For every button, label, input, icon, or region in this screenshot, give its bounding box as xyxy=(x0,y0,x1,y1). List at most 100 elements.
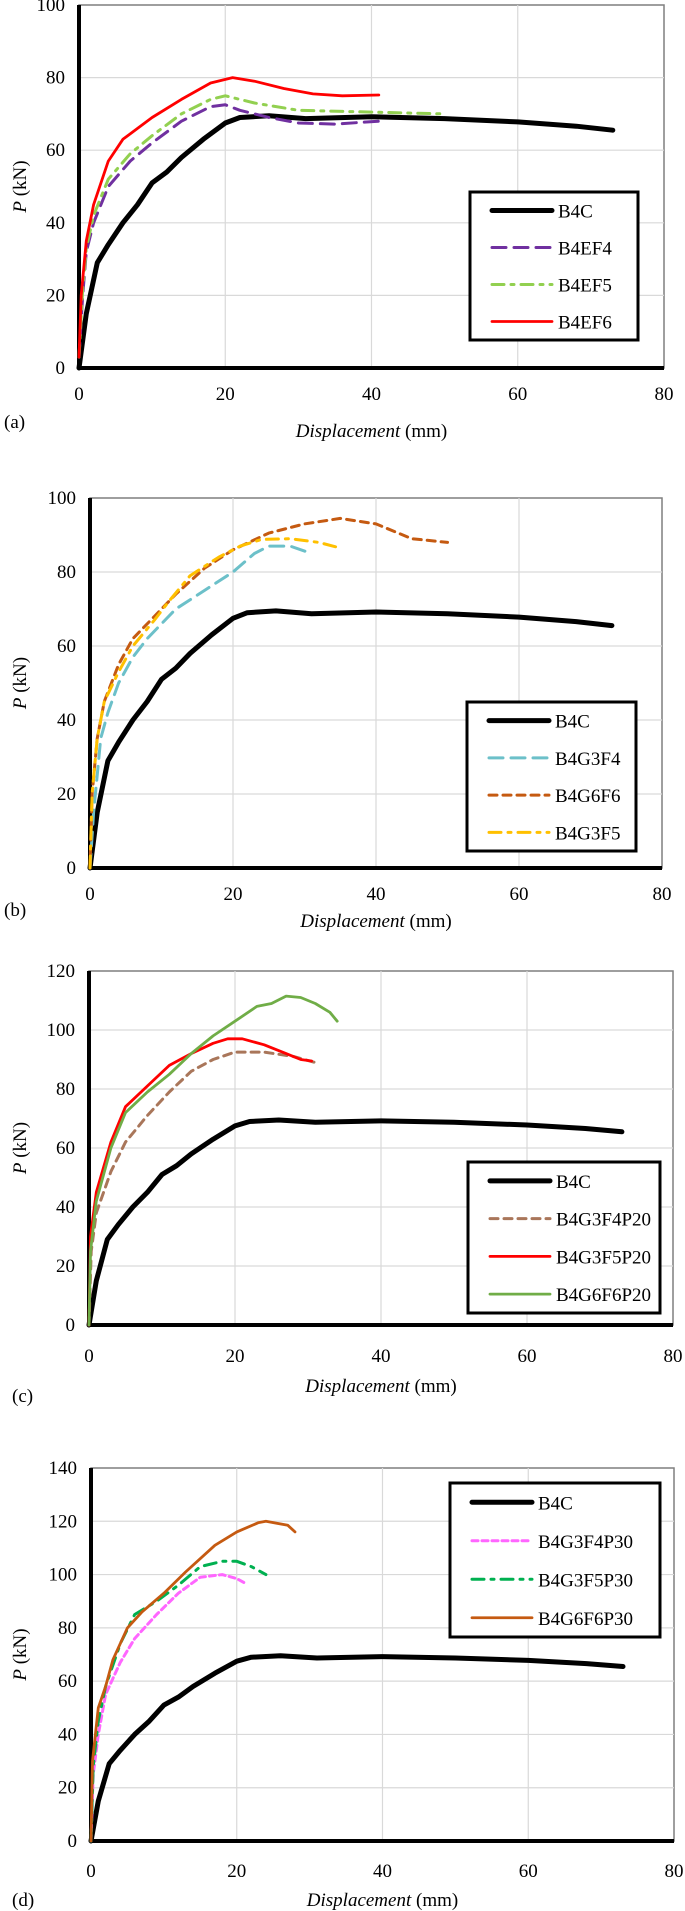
y-tick-label: 40 xyxy=(58,1724,77,1745)
legend-label: B4G3F4 xyxy=(555,749,621,770)
x-tick-label: 60 xyxy=(518,1346,537,1367)
legend-label: B4G6F6 xyxy=(555,786,620,807)
y-tick-label: 120 xyxy=(47,961,76,982)
legend-label: B4G6F6P20 xyxy=(556,1285,651,1306)
y-tick-label: 20 xyxy=(46,285,65,306)
x-axis-label: Displacement (mm) xyxy=(304,1376,456,1397)
y-tick-label: 80 xyxy=(58,1618,77,1639)
y-axis-label-unit: (kN) xyxy=(10,160,31,201)
legend-box xyxy=(448,1481,662,1639)
x-tick-label: 80 xyxy=(664,1346,683,1367)
y-tick-label: 140 xyxy=(49,1458,78,1479)
legend-label: B4G3F5 xyxy=(555,823,620,844)
x-tick-label: 20 xyxy=(227,1861,246,1882)
y-axis-label-unit: (kN) xyxy=(10,1122,31,1163)
x-tick-label: 20 xyxy=(226,1346,245,1367)
y-axis-label: P (kN) xyxy=(10,657,31,710)
x-tick-label: 40 xyxy=(367,884,386,905)
y-tick-label: 0 xyxy=(67,858,77,879)
series-line-b4c xyxy=(88,1653,626,1844)
y-tick-label: 40 xyxy=(46,213,65,234)
y-axis-label-name: P xyxy=(10,1669,31,1682)
y-axis-label-unit: (kN) xyxy=(10,1628,31,1669)
x-tick-label: 0 xyxy=(86,1861,96,1882)
y-tick-label: 60 xyxy=(56,1138,75,1159)
y-tick-label: 0 xyxy=(56,358,66,379)
panel-label: (c) xyxy=(12,1386,33,1407)
legend-label: B4C xyxy=(538,1493,573,1514)
chart-panel-b: 0 20 40 60 80 0 20 40 60 80 100 B4C B4G3F4 B4G6F6 B4G3… xyxy=(4,488,672,932)
y-tick-label: 40 xyxy=(57,710,76,731)
series-line-b4g3f4p30 xyxy=(89,1573,246,1843)
x-axis-label-name: Displacement xyxy=(295,421,401,442)
y-tick-label: 40 xyxy=(56,1197,75,1218)
y-tick-label: 80 xyxy=(46,68,65,89)
x-axis-label-name: Displacement xyxy=(306,1890,412,1911)
x-tick-label: 80 xyxy=(655,384,674,405)
y-axis-label: P (kN) xyxy=(10,1122,31,1175)
legend-box xyxy=(466,1160,662,1315)
panel-label: (a) xyxy=(4,412,25,433)
x-axis-label-unit: (mm) xyxy=(410,1376,457,1397)
y-axis-label-unit: (kN) xyxy=(10,657,31,698)
y-tick-label: 80 xyxy=(56,1079,75,1100)
x-tick-label: 80 xyxy=(653,884,672,905)
y-tick-label: 20 xyxy=(56,1256,75,1277)
x-tick-label: 0 xyxy=(85,884,95,905)
x-tick-label: 40 xyxy=(372,1346,391,1367)
x-tick-label: 40 xyxy=(373,1861,392,1882)
legend-box xyxy=(468,190,640,342)
legend-label: B4G3F5P20 xyxy=(556,1247,651,1268)
y-tick-label: 100 xyxy=(37,0,66,16)
legend-label: B4C xyxy=(555,712,590,733)
y-tick-label: 60 xyxy=(57,636,76,657)
series-line-b4g6f6p30 xyxy=(89,1519,297,1843)
x-tick-label: 80 xyxy=(665,1861,684,1882)
x-axis-label-unit: (mm) xyxy=(400,421,447,442)
series-line-b4g3f4 xyxy=(88,544,314,870)
x-tick-label: 20 xyxy=(224,884,243,905)
chart-panel-d: 0 20 40 60 80020406080100120140B4CB4G3F4P30B… xyxy=(10,1458,684,1911)
legend-label: B4C xyxy=(556,1172,591,1193)
y-tick-label: 100 xyxy=(48,488,77,509)
legend-label: B4G3F5P30 xyxy=(538,1570,633,1591)
y-axis-label-name: P xyxy=(10,1162,31,1175)
y-axis-label: P (kN) xyxy=(10,1628,31,1681)
legend: B4C B4G3F4P20 B4G3F5P20 B4G6F6P20 xyxy=(466,1160,662,1315)
y-axis-label-name: P xyxy=(10,697,31,710)
y-tick-label: 20 xyxy=(58,1778,77,1799)
legend-label: B4G3F4P30 xyxy=(538,1532,633,1553)
legend: B4C B4EF4 B4EF5 B4EF6 xyxy=(468,190,640,342)
legend-label: B4C xyxy=(558,202,593,223)
x-tick-label: 40 xyxy=(362,384,381,405)
y-tick-label: 60 xyxy=(58,1671,77,1692)
legend: B4C B4G3F4P30 B4G3F5P30 B4G6F6P30 xyxy=(448,1481,662,1639)
panel-label: (d) xyxy=(12,1890,34,1911)
legend-label: B4EF4 xyxy=(558,239,612,260)
x-axis-label-unit: (mm) xyxy=(405,911,452,932)
x-axis-label-name: Displacement xyxy=(304,1376,410,1397)
series-line-b4ef6 xyxy=(77,76,381,359)
legend: B4C B4G3F4 B4G6F6 B4G3F5 xyxy=(465,700,638,853)
y-tick-label: 0 xyxy=(68,1831,78,1852)
chart-panel-a: 0 20 40 60 80 0 20 40 60 80 100 B4C B4EF4 B4EF5 B4EF6 D… xyxy=(4,0,674,442)
series-line-b4g3f5p30 xyxy=(89,1559,268,1843)
x-axis-label: Displacement (mm) xyxy=(299,911,451,932)
legend-label: B4G3F4P20 xyxy=(556,1210,651,1231)
x-tick-label: 60 xyxy=(510,884,529,905)
x-axis-label-name: Displacement xyxy=(299,911,405,932)
y-tick-label: 60 xyxy=(46,140,65,161)
y-tick-label: 100 xyxy=(49,1565,78,1586)
x-axis-label: Displacement (mm) xyxy=(295,421,447,442)
y-tick-label: 120 xyxy=(49,1511,78,1532)
legend-label: B4EF6 xyxy=(558,313,612,334)
x-axis-label-unit: (mm) xyxy=(411,1890,458,1911)
series-line-b4c xyxy=(86,1117,625,1328)
legend-box xyxy=(465,700,638,853)
panel-label: (b) xyxy=(4,900,26,921)
y-axis-label: P (kN) xyxy=(10,160,31,213)
series-line-b4g6f6p20 xyxy=(87,994,339,1327)
y-tick-label: 80 xyxy=(57,562,76,583)
x-tick-label: 60 xyxy=(508,384,527,405)
